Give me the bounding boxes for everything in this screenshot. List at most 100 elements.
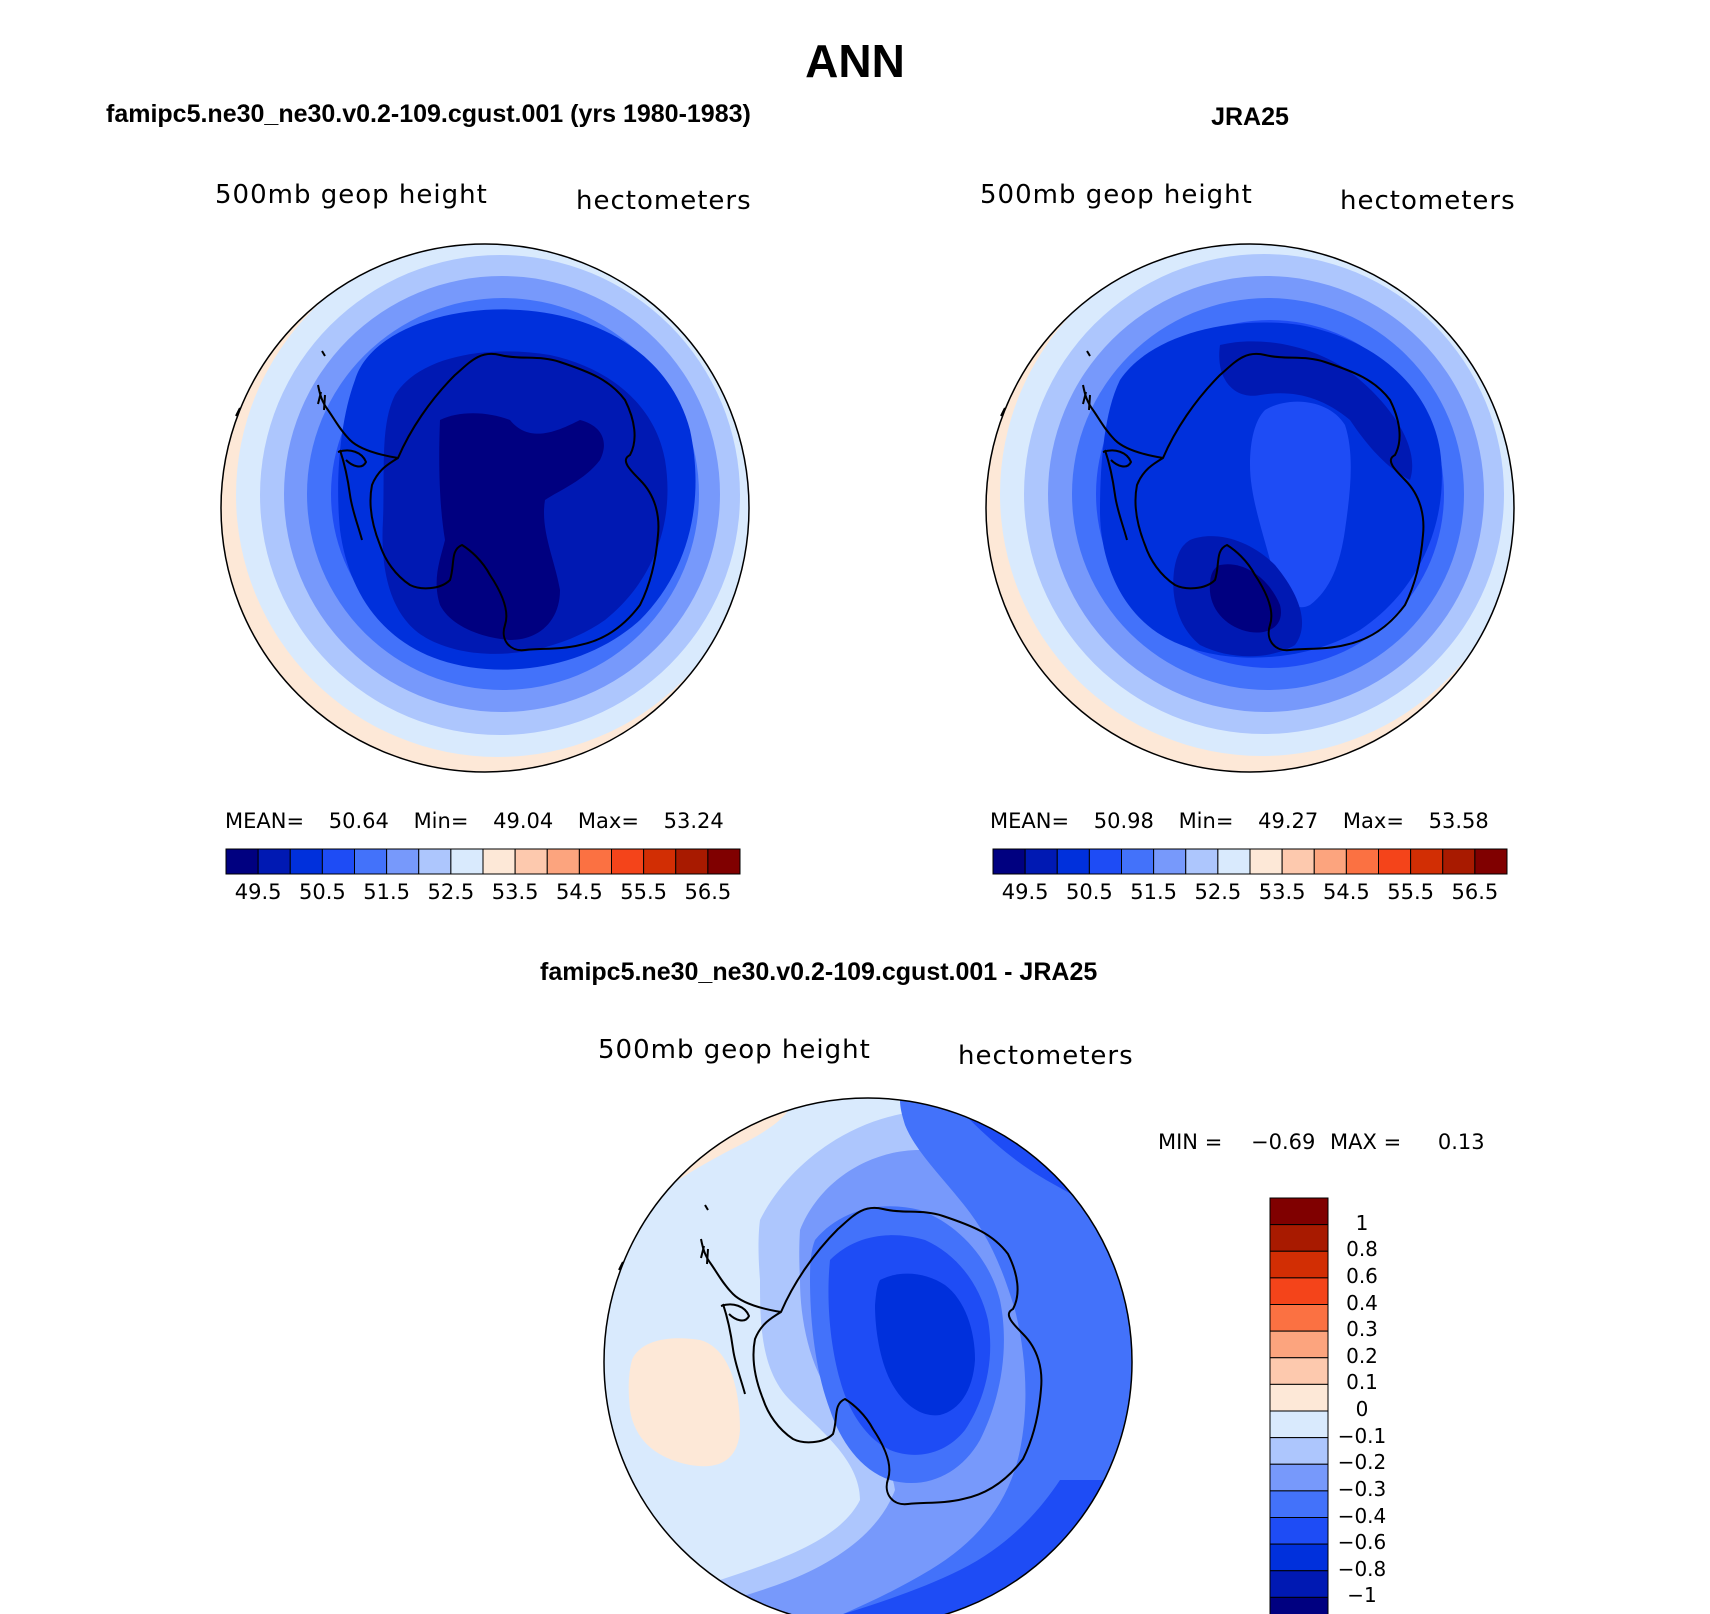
- diff-colorbar-tick-label: −0.2: [1337, 1450, 1387, 1475]
- cb2-swatch: [1088, 848, 1122, 875]
- cb2-swatch: [1378, 848, 1412, 875]
- cb2-swatch: [1121, 848, 1155, 875]
- diff-colorbar-swatch: [1269, 1410, 1329, 1439]
- d-band-pos-top2: [674, 1110, 716, 1150]
- cb2-tick-label: 49.5: [1001, 880, 1049, 904]
- p1-map-border: [220, 243, 750, 773]
- diff-colorbar-tick-label: 0.6: [1346, 1263, 1378, 1288]
- diff-panel-title: famipc5.ne30_ne30.v0.2-109.cgust.001 - J…: [540, 958, 1098, 986]
- cb1-tick-label: 53.5: [491, 880, 539, 904]
- diff-colorbar-swatch: [1269, 1250, 1329, 1279]
- cb2-swatch: [1217, 848, 1251, 875]
- cb1-swatch: [225, 848, 259, 875]
- diff-colorbar-swatch: [1269, 1197, 1329, 1226]
- cb2-swatch: [1410, 848, 1444, 875]
- d-band-m06: [875, 1273, 975, 1416]
- p2-band-6b: [1250, 401, 1351, 608]
- diff-map-border: [603, 1097, 1133, 1614]
- cb1-swatch: [611, 848, 645, 875]
- panel-1-variable-label: 500mb geop height: [215, 180, 488, 210]
- cb1-swatch: [675, 848, 709, 875]
- diff-colorbar-tick-label: −0.3: [1337, 1476, 1387, 1501]
- diff-colorbar: [1269, 1197, 1329, 1614]
- diff-colorbar-swatch: [1269, 1570, 1329, 1598]
- panel-2-units-label: hectometers: [1340, 186, 1516, 216]
- diff-panel-variable-label: 500mb geop height: [598, 1035, 871, 1065]
- cb2-swatch: [992, 848, 1026, 875]
- cb1-swatch: [450, 848, 484, 875]
- diff-colorbar-swatch: [1269, 1224, 1329, 1252]
- cb1-swatch: [578, 848, 612, 875]
- cb1-tick-label: 50.5: [298, 880, 346, 904]
- panel-1-min-value: 49.04: [493, 809, 554, 833]
- cb2-swatch: [1056, 848, 1090, 875]
- cb2-swatch: [1474, 848, 1508, 875]
- cb2-swatch: [1153, 848, 1187, 875]
- p2-map-border: [985, 243, 1515, 773]
- panel-2-min-value: 49.27: [1258, 809, 1319, 833]
- panel-1-coastline: [235, 350, 660, 652]
- diff-colorbar-swatch: [1269, 1357, 1329, 1385]
- diff-colorbar-tick-label: 0.1: [1346, 1370, 1378, 1395]
- p2-band-7: [1219, 341, 1413, 480]
- panel-1-units-label: hectometers: [576, 186, 752, 216]
- diff-colorbar-tick-label: −1: [1347, 1583, 1377, 1608]
- cb1-swatch: [514, 848, 548, 875]
- cb2-tick-label: 51.5: [1130, 880, 1177, 904]
- cb2-swatch: [1024, 848, 1058, 875]
- cb2-swatch: [1281, 848, 1315, 875]
- cb1-tick-label: 52.5: [427, 880, 475, 904]
- diff-colorbar-tick-label: −0.6: [1337, 1530, 1387, 1555]
- cb1-tick-label: 51.5: [363, 880, 410, 904]
- diff-min-value: −0.69: [1250, 1130, 1316, 1154]
- cb1-swatch: [418, 848, 452, 875]
- panel-2-mean-value: 50.98: [1093, 809, 1154, 833]
- cb2-swatch: [1249, 848, 1283, 875]
- diff-max-label: MAX =: [1330, 1130, 1402, 1154]
- diff-panel-map: [603, 1097, 1133, 1614]
- diff-colorbar-swatch: [1269, 1304, 1329, 1332]
- diff-min-label: MIN =: [1158, 1130, 1223, 1154]
- cb2-tick-label: 53.5: [1258, 880, 1306, 904]
- diff-colorbar-tick-label: 0.2: [1346, 1343, 1378, 1368]
- diff-colorbar-swatch: [1269, 1383, 1329, 1412]
- panel-1-map: [220, 243, 750, 773]
- diff-colorbar-swatch: [1269, 1330, 1329, 1359]
- cb1-swatch: [354, 848, 388, 875]
- cb2-tick-label: 52.5: [1194, 880, 1242, 904]
- panel-2-colorbar: [992, 848, 1508, 875]
- diff-panel-stats: MIN = −0.69 MAX = 0.13: [1158, 1130, 1485, 1154]
- panel-2-min-label: Min=: [1178, 809, 1234, 833]
- cb2-tick-label: 56.5: [1451, 880, 1499, 904]
- p1-band-8: [436, 413, 604, 640]
- panel-1-stats: MEAN= 50.64 Min= 49.04 Max= 53.24: [225, 809, 724, 833]
- cb1-swatch: [643, 848, 677, 875]
- panel-2-max-label: Max=: [1342, 809, 1404, 833]
- panel-1-max-label: Max=: [577, 809, 639, 833]
- cb2-swatch: [1185, 848, 1219, 875]
- d-band-pos-left: [628, 1338, 740, 1467]
- diff-colorbar-swatch: [1269, 1517, 1329, 1545]
- panel-1-mean-value: 50.64: [328, 809, 389, 833]
- cb2-tick-label: 50.5: [1065, 880, 1113, 904]
- cb2-swatch: [1442, 848, 1476, 875]
- diff-colorbar-tick-label: 0: [1355, 1397, 1369, 1421]
- diff-colorbar-tick-label: 1: [1355, 1210, 1369, 1235]
- panel-2-stats: MEAN= 50.98 Min= 49.27 Max= 53.58: [990, 809, 1489, 833]
- cb2-swatch: [1313, 848, 1347, 875]
- cb1-swatch: [707, 848, 741, 875]
- cb1-swatch: [546, 848, 580, 875]
- panel-1-colorbar: [225, 848, 741, 875]
- cb1-swatch: [482, 848, 516, 875]
- cb2-tick-label: 55.5: [1387, 880, 1434, 904]
- diff-colorbar-swatch: [1269, 1437, 1329, 1465]
- diff-colorbar-swatch: [1269, 1277, 1329, 1305]
- cb1-swatch: [289, 848, 323, 875]
- diff-colorbar-tick-label: −0.8: [1337, 1556, 1387, 1581]
- panel-2-title: JRA25: [1211, 103, 1289, 131]
- panel-1-mean-label: MEAN=: [225, 809, 305, 833]
- diff-colorbar-tick-label: 0.4: [1346, 1290, 1378, 1315]
- panel-2-mean-label: MEAN=: [990, 809, 1070, 833]
- diff-colorbar-swatch: [1269, 1463, 1329, 1492]
